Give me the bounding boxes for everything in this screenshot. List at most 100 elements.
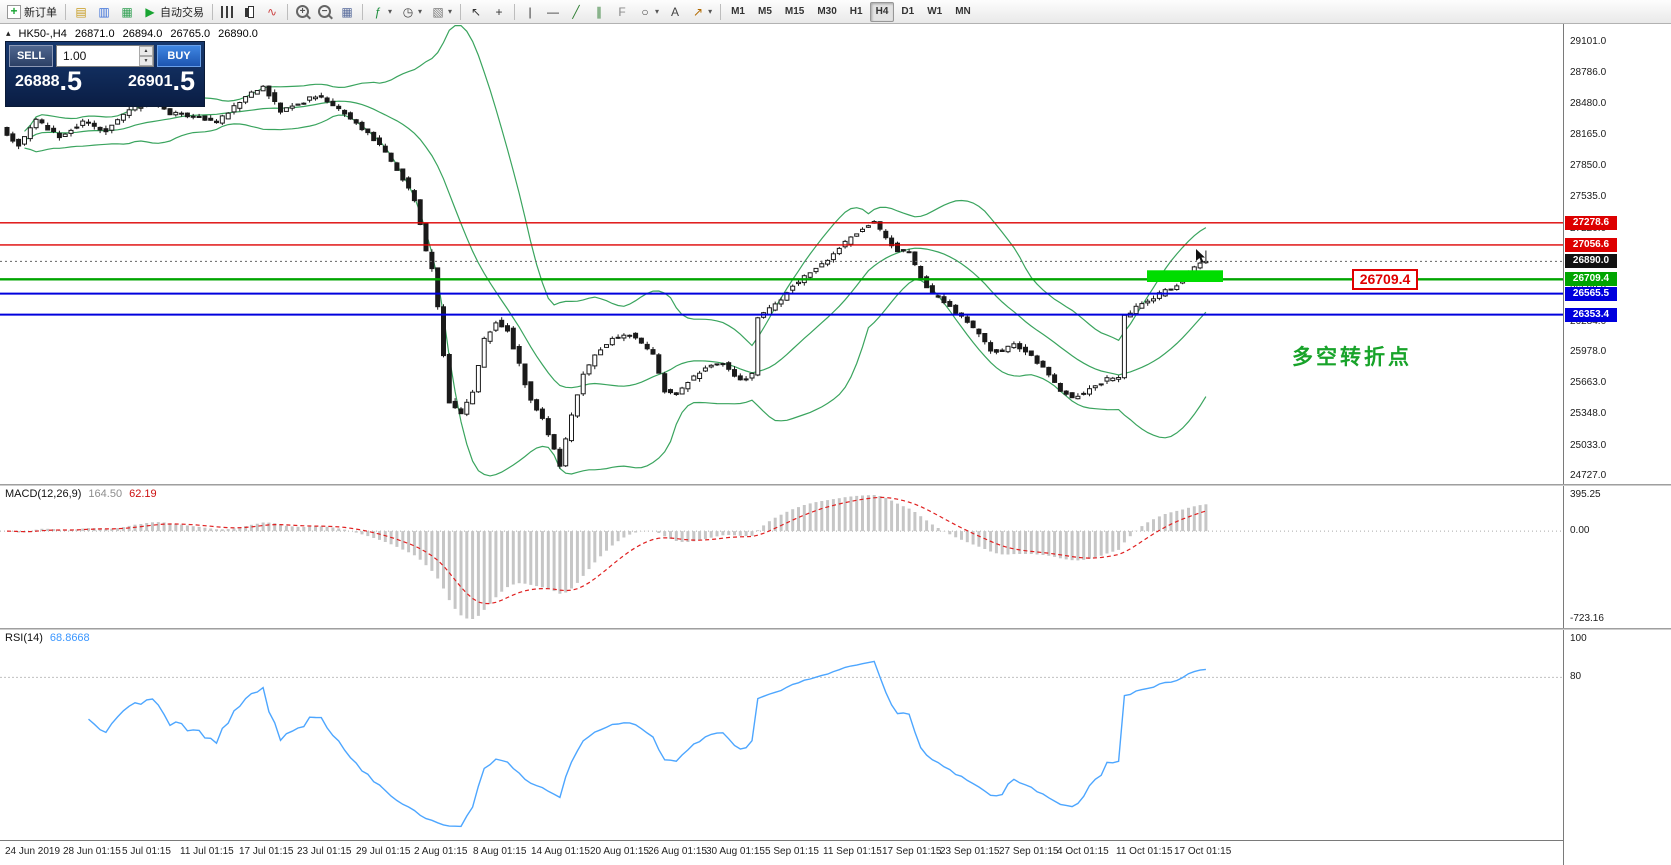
buy-price-frac: .5	[172, 66, 195, 96]
fibonacci-button[interactable]: F	[611, 2, 633, 22]
new-order-button[interactable]: 新订单	[3, 2, 61, 22]
date-axis-label: 11 Jul 01:15	[180, 846, 234, 857]
price-axis-label: 25033.0	[1570, 440, 1607, 451]
toolbar-separator	[460, 3, 462, 20]
panel-divider[interactable]	[0, 484, 1671, 486]
zoomin-icon: +	[296, 5, 309, 18]
macd-scale-label: 0.00	[1570, 525, 1590, 536]
linechart-icon: ∿	[266, 4, 278, 19]
date-axis-label: 30 Aug 01:15	[706, 846, 765, 857]
data-icon: ▥	[98, 4, 110, 19]
date-axis-label: 23 Sep 01:15	[940, 846, 1000, 857]
ohlc-open: 26871.0	[74, 28, 115, 40]
fibo-icon: F	[618, 4, 626, 19]
toolbar-separator	[514, 3, 516, 20]
buy-button[interactable]: BUY	[157, 45, 201, 67]
panel-divider[interactable]	[0, 628, 1671, 630]
terminal-button[interactable]: ▦	[116, 2, 138, 22]
timeframe-m5-button[interactable]: M5	[752, 2, 778, 22]
date-axis-label: 5 Jul 01:15	[122, 846, 171, 857]
time-axis[interactable]: 24 Jun 2019 28 Jun 01:15 5 Jul 01:15 11 Jul…	[0, 840, 1563, 865]
price-axis-label: 29101.0	[1570, 36, 1607, 47]
rsi-chart-canvas[interactable]	[0, 630, 1563, 840]
toolbar: 新订单▤▥▦▶自动交易∿+−▦ƒ▾◷▾▧▾↖+|—╱∥F○▾A↗▾M1M5M15…	[0, 0, 1671, 24]
date-axis-label: 11 Sep 01:15	[823, 846, 882, 857]
candlestick-mode-button[interactable]	[239, 2, 260, 22]
date-axis-label: 28 Jun 01:15	[63, 846, 121, 857]
channel-icon: ∥	[596, 4, 603, 19]
date-axis-label: 5 Sep 01:15	[765, 846, 819, 857]
timeframe-m15-button[interactable]: M15	[779, 2, 810, 22]
sell-price-frac: .5	[59, 66, 83, 96]
vertical-line-button[interactable]: |	[519, 2, 541, 22]
arrows-button[interactable]: ↗ ▾	[687, 2, 716, 22]
cursor-button[interactable]: ↖	[465, 2, 487, 22]
timeframe-m1-button[interactable]: M1	[725, 2, 751, 22]
trendline-button[interactable]: ╱	[565, 2, 587, 22]
mouse-cursor	[1196, 249, 1205, 263]
price-chart-canvas[interactable]	[0, 24, 1563, 484]
macd-scale-label: 395.25	[1570, 489, 1601, 500]
price-line-badge: 26353.4	[1565, 308, 1617, 322]
auto-trading-button[interactable]: ▶ 自动交易	[139, 2, 208, 22]
price-axis-label: 25348.0	[1570, 408, 1607, 419]
price-axis-label: 27535.0	[1570, 191, 1607, 202]
date-axis-label: 17 Sep 01:15	[882, 846, 942, 857]
tile-windows-button[interactable]: ▦	[336, 2, 358, 22]
date-axis-label: 8 Aug 01:15	[473, 846, 527, 857]
price-chart-panel[interactable]: ▴ HK50-,H4 26871.0 26894.0 26765.0 26890…	[0, 24, 1563, 484]
volume-increase-button[interactable]: ▲	[139, 46, 153, 56]
arrows-icon: ↗	[693, 4, 704, 19]
template-icon: ▧	[432, 4, 444, 19]
volume-decrease-button[interactable]: ▼	[139, 56, 153, 66]
horizontal-line-button[interactable]: —	[542, 2, 564, 22]
rsi-panel[interactable]: RSI(14) 68.8668	[0, 630, 1563, 840]
timeframe-h1-button[interactable]: H1	[844, 2, 869, 22]
tile-icon: ▦	[341, 4, 353, 19]
market-watch-button[interactable]: ▤	[70, 2, 92, 22]
periods-button[interactable]: ◷ ▾	[397, 2, 426, 22]
timeframe-h4-button[interactable]: H4	[869, 1, 895, 22]
date-axis-label: 24 Jun 2019	[5, 846, 61, 857]
ohlc-high: 26894.0	[122, 28, 163, 40]
toolbar-separator	[65, 3, 66, 20]
crosshair-button[interactable]: +	[488, 2, 510, 22]
price-axis-label: 25663.0	[1570, 377, 1607, 388]
channel-button[interactable]: ∥	[588, 2, 610, 22]
rsi-name: RSI(14)	[5, 632, 43, 644]
text-button[interactable]: A	[664, 2, 686, 22]
rsi-indicator-label: RSI(14) 68.8668	[5, 632, 90, 644]
zoom-in-button[interactable]: +	[292, 2, 313, 22]
sell-button[interactable]: SELL	[9, 45, 53, 67]
current-price-badge: 26890.0	[1565, 254, 1617, 268]
macd-chart-canvas[interactable]	[0, 486, 1563, 628]
templates-button[interactable]: ▧ ▾	[427, 2, 456, 22]
new-order-button-label: 新订单	[24, 6, 57, 19]
chart-ohlc-header: ▴ HK50-,H4 26871.0 26894.0 26765.0 26890…	[6, 28, 258, 40]
data-window-button[interactable]: ▥	[93, 2, 115, 22]
shapes-button[interactable]: ○ ▾	[634, 2, 663, 22]
macd-panel[interactable]: MACD(12,26,9) 164.50 62.19	[0, 486, 1563, 628]
one-click-collapse-icon[interactable]: ▴	[6, 28, 11, 38]
bar-chart-mode-button[interactable]	[217, 2, 238, 22]
price-axis-label: 25978.0	[1570, 346, 1607, 357]
zoom-out-button[interactable]: −	[314, 2, 335, 22]
price-level-flag[interactable]: 26709.4	[1352, 269, 1418, 290]
vline-icon: |	[528, 4, 532, 19]
price-axis[interactable]: 29101.0 28786.0 28480.0 28165.0 27850.0 27535…	[1563, 24, 1671, 865]
date-axis-label: 17 Jul 01:15	[239, 846, 294, 857]
timeframe-w1-button[interactable]: W1	[921, 2, 948, 22]
price-line-badge: 26709.4	[1565, 272, 1617, 286]
date-axis-label: 11 Oct 01:15	[1116, 846, 1173, 857]
timeframe-d1-button[interactable]: D1	[895, 2, 920, 22]
price-line-badge: 27056.6	[1565, 238, 1617, 252]
buy-price-main: 26901	[127, 73, 173, 90]
chart-annotation-text: 多空转折点	[1292, 346, 1412, 369]
dropdown-arrow-icon: ▾	[418, 7, 423, 16]
indicators-button[interactable]: ƒ ▾	[367, 2, 396, 22]
line-chart-mode-button[interactable]: ∿	[261, 2, 283, 22]
price-line-badge: 26565.5	[1565, 287, 1617, 301]
timeframe-m30-button[interactable]: M30	[811, 2, 842, 22]
volume-input[interactable]: 1.00 ▲ ▼	[56, 45, 154, 67]
timeframe-mn-button[interactable]: MN	[949, 2, 977, 22]
